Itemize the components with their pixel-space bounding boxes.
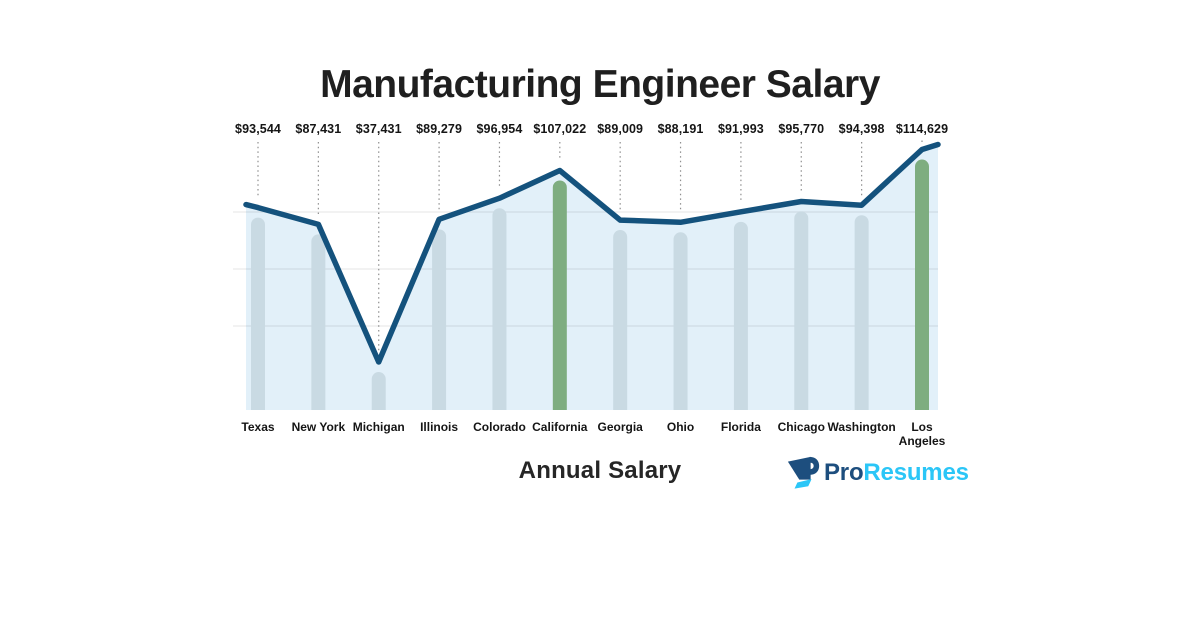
bar-texas bbox=[251, 217, 265, 410]
value-label-texas: $93,544 bbox=[235, 122, 281, 136]
category-label-michigan: Michigan bbox=[352, 420, 405, 434]
highlight-bar-california bbox=[552, 180, 567, 410]
bar-georgia bbox=[613, 230, 628, 410]
value-label-georgia: $89,009 bbox=[597, 122, 644, 136]
bar-chicago bbox=[794, 211, 809, 410]
brand-logo-text-resumes: Resumes bbox=[863, 459, 969, 486]
value-label-florida: $91,993 bbox=[717, 122, 764, 136]
category-label-california: California bbox=[532, 420, 588, 434]
area-fill bbox=[246, 144, 938, 410]
value-label-illinois: $89,279 bbox=[416, 122, 463, 136]
bar-illinois bbox=[432, 229, 447, 410]
value-label-ohio: $88,191 bbox=[657, 122, 704, 136]
category-label-florida: Florida bbox=[720, 420, 761, 434]
bar-michigan bbox=[371, 372, 386, 410]
value-label-washington: $94,398 bbox=[838, 122, 885, 136]
brand-logo: ProResumes bbox=[786, 452, 969, 494]
category-label-ohio: Ohio bbox=[666, 420, 695, 434]
category-label-los-angeles: Los Angeles bbox=[898, 420, 946, 448]
category-label-texas: Texas bbox=[241, 420, 275, 434]
category-label-illinois: Illinois bbox=[420, 420, 459, 434]
value-label-los-angeles: $114,629 bbox=[895, 122, 949, 136]
value-label-new-york: $87,431 bbox=[295, 122, 342, 136]
value-label-michigan: $37,431 bbox=[355, 122, 402, 136]
value-label-california: $107,022 bbox=[533, 122, 587, 136]
x-axis-title: Annual Salary bbox=[518, 457, 682, 484]
category-label-new-york: New York bbox=[291, 420, 346, 434]
brand-logo-text: ProResumes bbox=[824, 459, 969, 487]
category-label-washington: Washington bbox=[827, 420, 896, 434]
category-label-colorado: Colorado bbox=[473, 420, 526, 434]
pennant-r-monogram-icon bbox=[787, 456, 820, 489]
value-label-chicago: $95,770 bbox=[778, 122, 825, 136]
bar-washington bbox=[854, 215, 869, 410]
bar-ohio bbox=[673, 232, 688, 410]
salary-trend-line bbox=[243, 141, 941, 365]
bar-new-york bbox=[311, 234, 326, 410]
brand-logo-text-pro: Pro bbox=[824, 459, 864, 486]
bar-florida bbox=[733, 221, 748, 410]
category-label-georgia: Georgia bbox=[597, 420, 643, 434]
highlight-bar-los-angeles bbox=[915, 159, 929, 410]
bar-colorado bbox=[492, 208, 507, 410]
chart-title: Manufacturing Engineer Salary bbox=[320, 63, 880, 106]
category-label-chicago: Chicago bbox=[777, 420, 825, 434]
value-label-colorado: $96,954 bbox=[476, 122, 523, 136]
